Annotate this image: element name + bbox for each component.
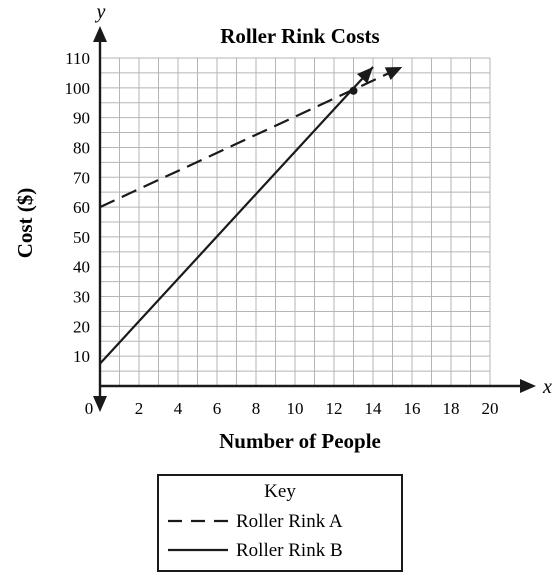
x-tick-label: 20 <box>482 399 499 418</box>
x-tick-label: 2 <box>135 399 144 418</box>
y-tick-label: 30 <box>73 288 90 307</box>
x-tick-label: 18 <box>443 399 460 418</box>
y-tick-label: 90 <box>73 109 90 128</box>
x-tick-label: 6 <box>213 399 222 418</box>
y-axis-arrow-down <box>93 396 107 412</box>
y-tick-label: 110 <box>65 49 90 68</box>
y-axis-arrow-up <box>93 26 107 42</box>
y-tick-label: 20 <box>73 317 90 336</box>
series-arrow-roller-rink-a <box>384 66 403 81</box>
y-tick-label: 70 <box>73 168 90 187</box>
legend-box <box>157 474 403 572</box>
x-tick-label: 16 <box>404 399 421 418</box>
series-arrow-roller-rink-b <box>357 66 373 84</box>
y-tick-label: 100 <box>65 79 91 98</box>
x-axis-label: Number of People <box>219 429 381 453</box>
x-tick-label: 8 <box>252 399 261 418</box>
chart-title: Roller Rink Costs <box>220 24 379 48</box>
axes <box>93 26 536 412</box>
legend-title: Key <box>264 481 296 502</box>
x-tick-label: 10 <box>287 399 304 418</box>
x-axis-letter: x <box>542 376 552 398</box>
tick-labels: 2 4 6 8 10 12 14 16 18 20 10 20 30 40 50 60 70 80 90 100 110 <box>65 49 499 418</box>
y-tick-label: 80 <box>73 138 90 157</box>
y-tick-label: 60 <box>73 198 90 217</box>
x-tick-label: 14 <box>365 399 383 418</box>
intersection-point <box>349 86 358 95</box>
y-axis-label: Cost ($) <box>13 188 37 259</box>
y-tick-label: 40 <box>73 258 90 277</box>
legend-label-roller-rink-a: Roller Rink A <box>236 511 343 532</box>
series-lines <box>99 65 403 365</box>
x-tick-label: 4 <box>174 399 183 418</box>
grid <box>100 57 491 386</box>
legend: Key Roller Rink A Roller Rink B <box>157 474 403 572</box>
x-tick-label: 12 <box>326 399 343 418</box>
y-axis-letter: y <box>95 1 106 23</box>
y-tick-label: 10 <box>73 347 90 366</box>
x-axis-arrow <box>520 379 536 393</box>
origin-label: 0 <box>85 399 94 418</box>
legend-label-roller-rink-b: Roller Rink B <box>236 540 343 561</box>
series-line-roller-rink-b <box>99 66 374 365</box>
y-tick-label: 50 <box>73 228 90 247</box>
